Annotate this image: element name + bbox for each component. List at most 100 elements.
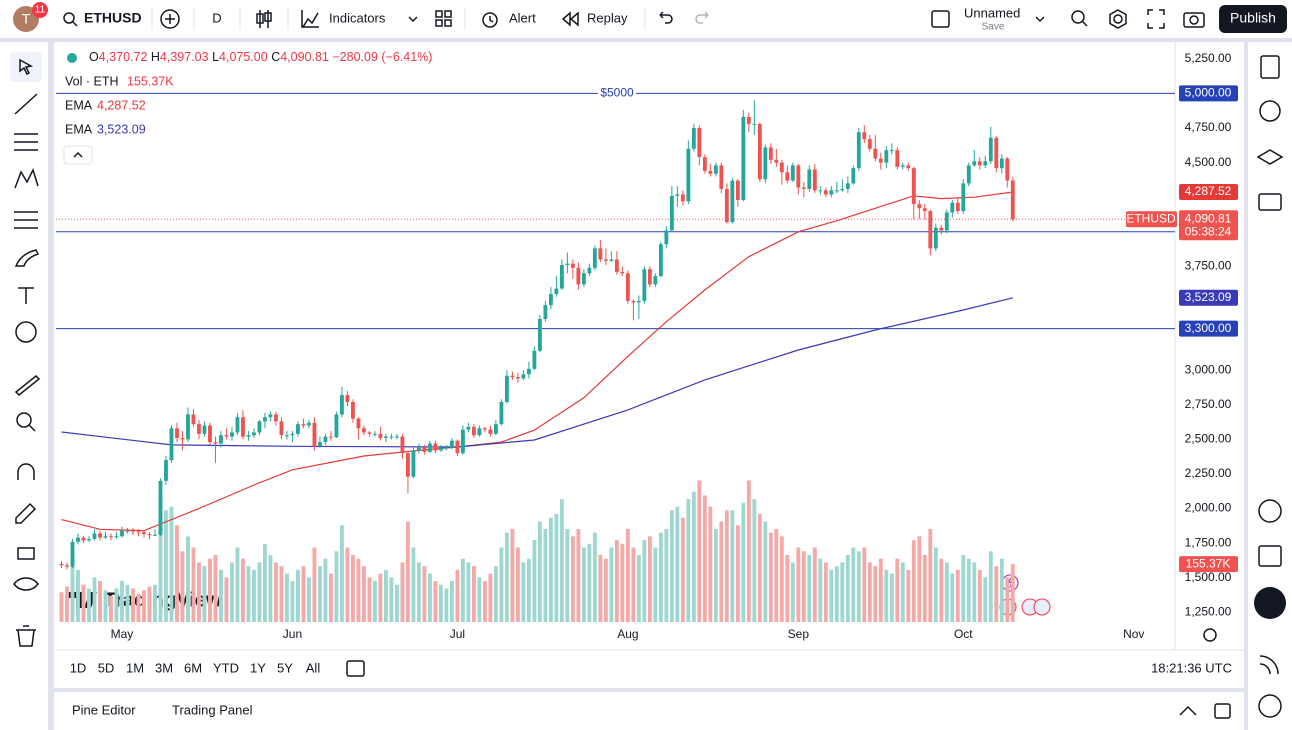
range-button[interactable]: 5Y	[277, 660, 293, 675]
cursor-tool[interactable]	[19, 58, 34, 76]
event-marker[interactable]	[1033, 598, 1051, 616]
measure-tool[interactable]	[14, 374, 41, 397]
compare-button[interactable]	[160, 9, 180, 29]
draw-mode-tool[interactable]	[15, 502, 37, 524]
expand-panel[interactable]	[1179, 705, 1197, 716]
chart-area: 1D 5D 1M 3M 6M YTD 1Y 5Y All 5,250.00 4,750.00 4,50…	[56, 51, 1238, 675]
candle-body	[103, 536, 108, 538]
clock[interactable]: 18:21:36 UTC	[1151, 660, 1232, 675]
candle-body	[735, 180, 740, 200]
publish-button[interactable]	[1219, 5, 1287, 33]
candle-body	[614, 259, 619, 272]
range-button[interactable]: 1D	[70, 660, 87, 675]
layout-save[interactable]: Save	[982, 22, 1005, 33]
candle-body	[873, 148, 878, 159]
lock-tool[interactable]	[17, 547, 35, 560]
collapse-legend[interactable]	[63, 145, 93, 165]
symbol-search[interactable]: ETHUSD	[84, 10, 142, 26]
candle-body	[554, 288, 559, 295]
range-button[interactable]: 1M	[126, 660, 144, 675]
range-button[interactable]: All	[306, 660, 321, 675]
zoom-tool[interactable]	[16, 412, 32, 428]
redo-button[interactable]	[695, 11, 709, 24]
candle-body	[620, 271, 625, 274]
indicators-button[interactable]: Indicators	[329, 10, 386, 25]
volume-bar	[878, 558, 883, 622]
search-icon[interactable]	[63, 12, 75, 24]
icon-tool[interactable]	[15, 321, 37, 343]
quick-search[interactable]	[1071, 10, 1085, 24]
fib-tool[interactable]	[14, 133, 38, 151]
prediction-tool[interactable]	[14, 211, 38, 229]
bottom-tab[interactable]: Pine Editor	[72, 702, 136, 717]
alerts-button[interactable]	[1259, 100, 1281, 122]
screenshot-button[interactable]	[1183, 12, 1205, 28]
products-button[interactable]	[1254, 587, 1286, 619]
volume-bar	[405, 521, 410, 622]
undo-button[interactable]	[659, 11, 673, 24]
axis-settings[interactable]	[1203, 628, 1217, 642]
trend-line-tool[interactable]	[14, 93, 38, 115]
stream-button[interactable]	[1259, 655, 1279, 675]
maximize-panel[interactable]	[1214, 703, 1231, 719]
volume-bar	[576, 528, 581, 622]
interval-button[interactable]: D	[212, 10, 221, 25]
volume-bar	[87, 588, 91, 622]
watchlist-button[interactable]	[1260, 55, 1280, 79]
magnet-tool[interactable]	[17, 463, 35, 480]
remove-tool[interactable]	[16, 625, 36, 647]
volume-bar	[471, 566, 476, 622]
hide-tool[interactable]	[13, 577, 39, 591]
candle-body	[460, 429, 465, 454]
settings-button[interactable]	[1113, 14, 1123, 24]
right-sidebar	[1248, 42, 1292, 730]
brush-tool[interactable]	[14, 249, 40, 267]
pattern-tool[interactable]	[14, 168, 39, 189]
candle-body	[928, 211, 933, 249]
candle-body	[125, 530, 130, 532]
volume-bar	[834, 566, 839, 622]
calendar-button[interactable]	[1258, 545, 1282, 567]
goto-date[interactable]	[346, 660, 365, 677]
price-tag	[1179, 85, 1238, 102]
ema-legend-value: 3,523.09	[97, 122, 146, 136]
range-button[interactable]: 1Y	[250, 660, 266, 675]
help-button[interactable]	[1258, 694, 1282, 718]
fullscreen-button[interactable]	[1147, 9, 1165, 29]
volume-bar	[658, 532, 663, 622]
layout-name[interactable]: Unnamed	[964, 5, 1020, 20]
range-button[interactable]: 5D	[98, 660, 115, 675]
candle-body	[142, 532, 146, 535]
alert-button[interactable]: Alert	[509, 10, 536, 25]
candle-body	[466, 426, 471, 430]
layout-icon[interactable]	[931, 10, 950, 28]
replay-button[interactable]: Replay	[587, 10, 628, 25]
y-tick-label: 3,000.00	[1185, 362, 1232, 376]
data-window-button[interactable]	[1256, 149, 1284, 165]
chats-button[interactable]	[1258, 193, 1282, 211]
chevron[interactable]	[408, 16, 418, 23]
candle-body	[581, 273, 586, 285]
volume-bar	[422, 566, 427, 622]
range-button[interactable]: 3M	[155, 660, 173, 675]
legend-key: H	[151, 50, 160, 64]
candle-body	[323, 436, 328, 443]
volume-bar	[81, 584, 86, 622]
candle-body	[818, 190, 823, 192]
y-tick-label: 5,250.00	[1185, 51, 1232, 65]
bottom-tab[interactable]: Trading Panel	[172, 702, 253, 717]
candle-body	[362, 428, 366, 433]
target-button[interactable]	[1258, 499, 1282, 523]
volume-bar	[169, 506, 174, 622]
chevron[interactable]	[1035, 16, 1045, 23]
volume-bar	[340, 525, 344, 622]
candle-body	[301, 424, 306, 426]
volume-bar	[367, 577, 372, 622]
text-tool[interactable]	[18, 287, 34, 304]
volume-bar	[774, 528, 779, 622]
volume-bar	[812, 547, 817, 622]
range-button[interactable]: YTD	[213, 660, 239, 675]
volume-bar	[807, 554, 812, 622]
range-button[interactable]: 6M	[184, 660, 202, 675]
templates-icon[interactable]	[435, 10, 452, 27]
